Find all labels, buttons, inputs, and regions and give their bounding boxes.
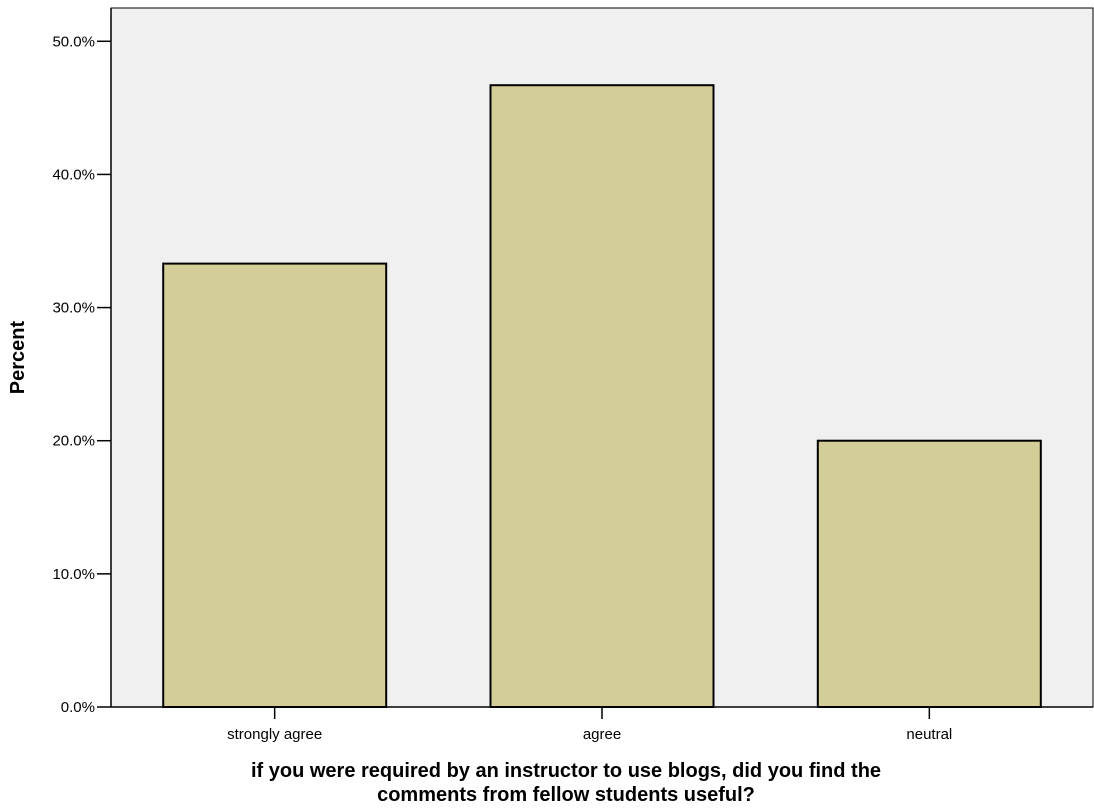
- y-tick-label: 40.0%: [52, 166, 95, 183]
- y-axis: 0.0% 10.0% 20.0% 30.0% 40.0% 50.0%: [52, 8, 111, 716]
- x-tick-label: agree: [583, 726, 621, 743]
- x-axis: strongly agree agree neutral: [111, 707, 1093, 743]
- y-tick-label: 0.0%: [61, 699, 95, 716]
- bar-neutral: [818, 441, 1041, 707]
- y-tick-label: 10.0%: [52, 566, 95, 583]
- x-axis-title-line-1: if you were required by an instructor to…: [251, 760, 881, 782]
- x-tick-label: strongly agree: [227, 726, 322, 743]
- y-axis-title: Percent: [7, 320, 29, 394]
- y-tick-label: 20.0%: [52, 433, 95, 450]
- x-axis-title-line-2: comments from fellow students useful?: [377, 784, 755, 806]
- bar-strongly-agree: [163, 264, 386, 707]
- bar-agree: [491, 85, 714, 707]
- y-tick-label: 50.0%: [52, 33, 95, 50]
- y-tick-label: 30.0%: [52, 300, 95, 317]
- x-tick-label: neutral: [906, 726, 952, 743]
